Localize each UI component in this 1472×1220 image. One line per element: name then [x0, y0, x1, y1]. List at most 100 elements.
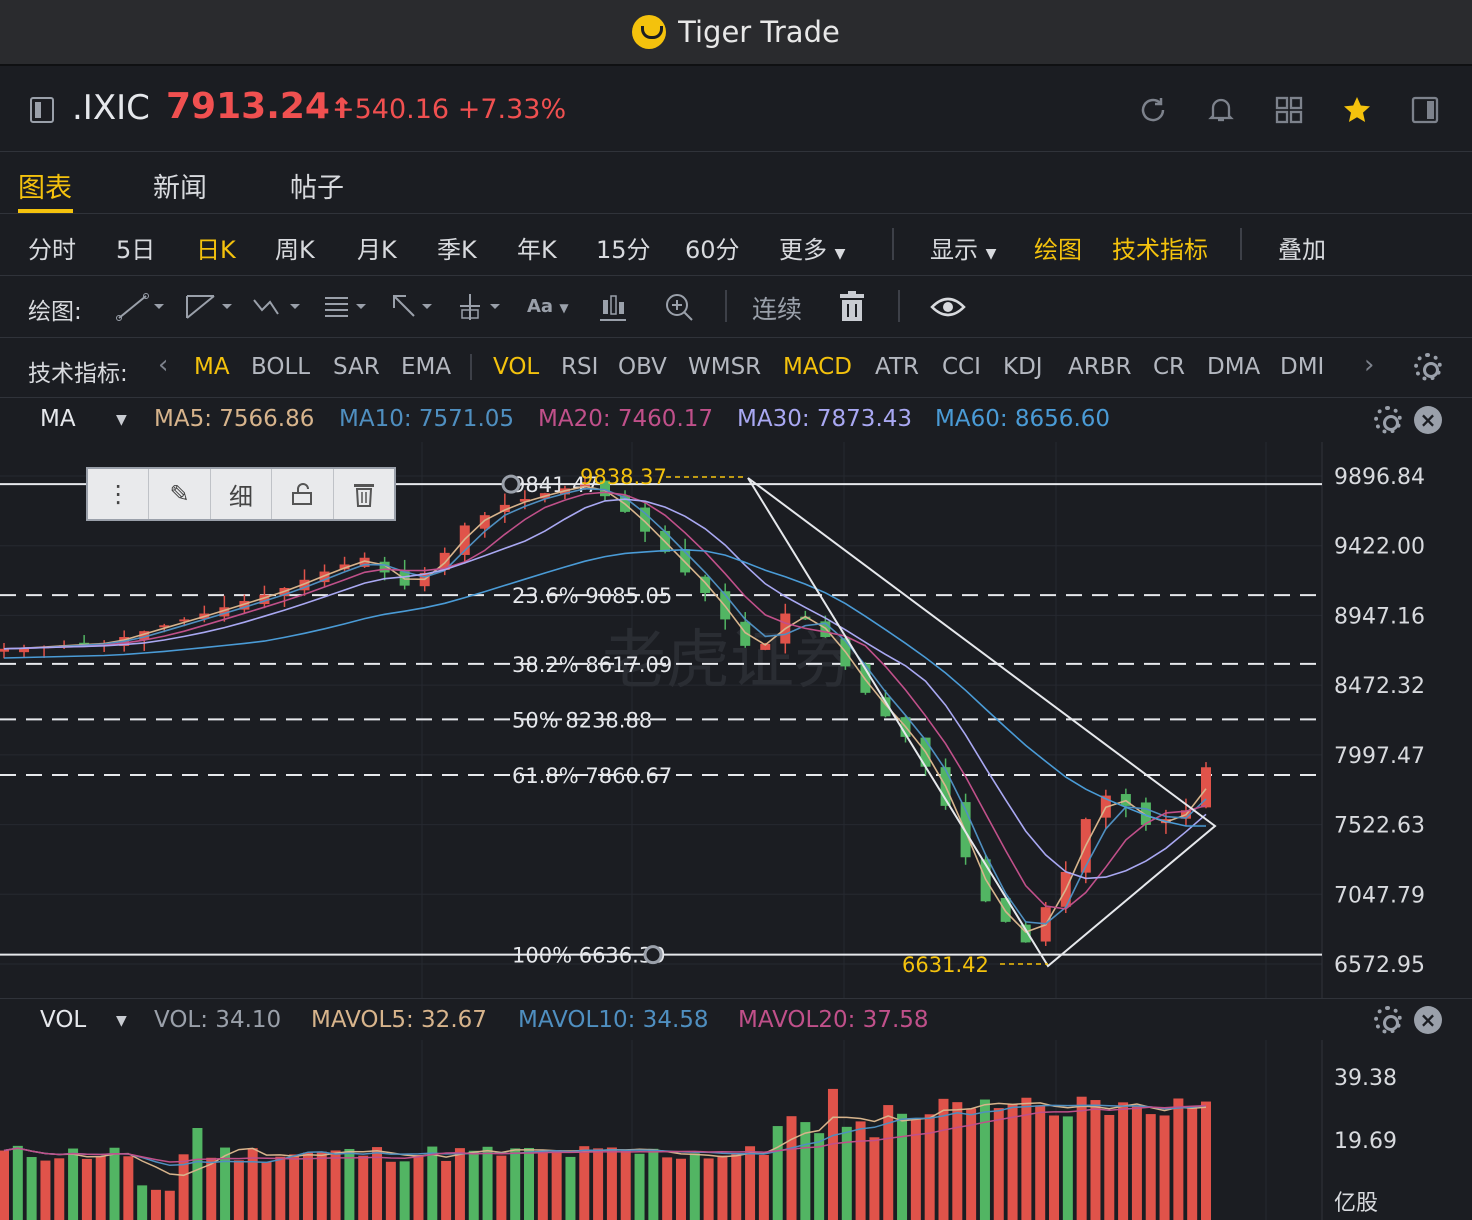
indicator-boll[interactable]: BOLL [251, 354, 311, 380]
volume-chart[interactable]: 39.38 19.69 亿股 [0, 1040, 1472, 1220]
drag-handle-icon[interactable]: ⋮ [88, 469, 150, 519]
volume-bar [1007, 1103, 1018, 1220]
volume-bar [1187, 1106, 1198, 1220]
volume-bar [247, 1148, 258, 1220]
candle-body [600, 480, 610, 497]
display-dropdown[interactable]: 显示 ▼ [930, 236, 997, 264]
period-15min[interactable]: 15分 [596, 236, 651, 264]
period-more-dropdown[interactable]: 更多 ▼ [779, 236, 846, 264]
indicator-arbr[interactable]: ARBR [1068, 354, 1132, 380]
tab-posts[interactable]: 帖子 [290, 173, 344, 204]
eye-visibility-icon[interactable] [930, 294, 966, 320]
candle-body [219, 607, 230, 617]
ma-legend-bar: MA ▼ MA5: 7566.86 MA10: 7571.05 MA20: 74… [0, 398, 1472, 442]
grid-layout-icon[interactable] [1275, 96, 1303, 124]
indicator-kdj[interactable]: KDJ [1003, 354, 1043, 380]
scroll-left-chevron-icon[interactable]: ‹ [158, 350, 169, 380]
price-axis: 9896.84 9422.00 8947.16 8472.32 7997.47 7522.… [1334, 465, 1425, 978]
indicator-sar[interactable]: SAR [333, 354, 380, 380]
candle-body [299, 579, 310, 591]
indicator-settings-gear-icon[interactable] [1414, 353, 1442, 381]
indicator-macd[interactable]: MACD [783, 354, 852, 380]
volume-bar [786, 1116, 797, 1220]
vol-selector[interactable]: VOL [40, 1007, 87, 1033]
fib-level-label: 100% 6636.39 [512, 944, 666, 968]
chevron-down-icon[interactable]: ▼ [116, 1013, 127, 1029]
indicator-wmsr[interactable]: WMSR [688, 354, 762, 380]
ma-settings-gear-icon[interactable] [1374, 406, 1402, 434]
panel-toggle-icon[interactable] [1411, 96, 1439, 124]
content-tabs: 图表 新闻 帖子 [0, 152, 1472, 214]
vol-close-icon[interactable]: × [1414, 1006, 1442, 1034]
wave-tool-icon[interactable] [252, 292, 304, 322]
indicator-vol[interactable]: VOL [493, 354, 540, 380]
period-60min[interactable]: 60分 [685, 236, 740, 264]
fib-anchor-handle[interactable] [643, 945, 663, 965]
tab-news[interactable]: 新闻 [153, 173, 207, 204]
period-daily[interactable]: 日K [196, 236, 236, 264]
volume-bar [95, 1156, 106, 1220]
indicator-atr[interactable]: ATR [875, 354, 919, 380]
indicator-dma[interactable]: DMA [1207, 354, 1261, 380]
indicator-dmi[interactable]: DMI [1280, 354, 1325, 380]
volume-bar [510, 1148, 521, 1220]
indicator-cr[interactable]: CR [1153, 354, 1186, 380]
continuous-draw-toggle[interactable]: 连续 [752, 295, 803, 324]
scroll-right-chevron-icon[interactable]: › [1364, 350, 1375, 380]
tab-chart[interactable]: 图表 [18, 173, 72, 204]
chevron-down-icon[interactable]: ▼ [116, 412, 127, 428]
trash-icon[interactable] [838, 290, 866, 322]
volume-bar [137, 1185, 148, 1220]
line-thickness-button[interactable]: 细 [211, 469, 273, 519]
volume-bar [68, 1148, 79, 1220]
indicator-rsi[interactable]: RSI [561, 354, 599, 380]
zoom-in-icon[interactable] [664, 292, 694, 322]
ma-selector[interactable]: MA [40, 406, 76, 432]
volume-bar [1118, 1102, 1129, 1220]
indicator-ma[interactable]: MA [194, 354, 230, 380]
volume-bar [316, 1151, 327, 1220]
favorite-star-icon[interactable] [1343, 96, 1371, 124]
vol-settings-gear-icon[interactable] [1374, 1006, 1402, 1034]
edit-pencil-icon[interactable]: ✎ [149, 469, 211, 519]
period-quarterly[interactable]: 季K [437, 236, 477, 264]
overlay-button[interactable]: 叠加 [1278, 236, 1326, 264]
refresh-icon[interactable] [1139, 96, 1167, 124]
period-intraday[interactable]: 分时 [28, 236, 76, 264]
mavol5-value: MAVOL5: 32.67 [311, 1007, 487, 1033]
delete-trash-icon[interactable] [334, 469, 394, 519]
sidebar-toggle-icon[interactable] [30, 97, 54, 123]
measure-tool-icon[interactable] [456, 292, 508, 322]
volume-bar [814, 1133, 825, 1220]
period-monthly[interactable]: 月K [357, 236, 397, 264]
period-5day[interactable]: 5日 [116, 236, 156, 264]
draw-button[interactable]: 绘图 [1034, 236, 1082, 264]
fib-anchor-handle[interactable] [501, 474, 521, 494]
indicator-obv[interactable]: OBV [618, 354, 667, 380]
indicator-cci[interactable]: CCI [942, 354, 981, 380]
volume-bar [0, 1150, 9, 1220]
volume-bar [454, 1148, 465, 1220]
volume-bar [496, 1155, 507, 1220]
divider [1240, 228, 1242, 260]
trend-line-tool-icon[interactable] [116, 292, 168, 322]
volume-bar [1201, 1101, 1211, 1220]
volume-legend-bar: VOL ▼ VOL: 34.10 MAVOL5: 32.67 MAVOL10: … [0, 998, 1472, 1040]
drawn-triangle[interactable] [747, 477, 1217, 968]
arrow-tool-icon[interactable] [390, 292, 442, 322]
unlock-icon[interactable] [272, 469, 334, 519]
indicators-button[interactable]: 技术指标 [1112, 236, 1208, 264]
candlestick-tool-icon[interactable] [598, 292, 628, 322]
period-weekly[interactable]: 周K [275, 236, 315, 264]
period-yearly[interactable]: 年K [517, 236, 557, 264]
indicator-ema[interactable]: EMA [401, 354, 452, 380]
alert-bell-icon[interactable] [1207, 96, 1235, 124]
candle-body [880, 697, 891, 717]
fibonacci-tool-icon[interactable] [322, 292, 374, 322]
channel-tool-icon[interactable] [184, 292, 236, 322]
volume-bar [399, 1161, 410, 1220]
ma-close-icon[interactable]: × [1414, 406, 1442, 434]
text-tool-icon[interactable]: Aa ▼ [527, 296, 569, 317]
